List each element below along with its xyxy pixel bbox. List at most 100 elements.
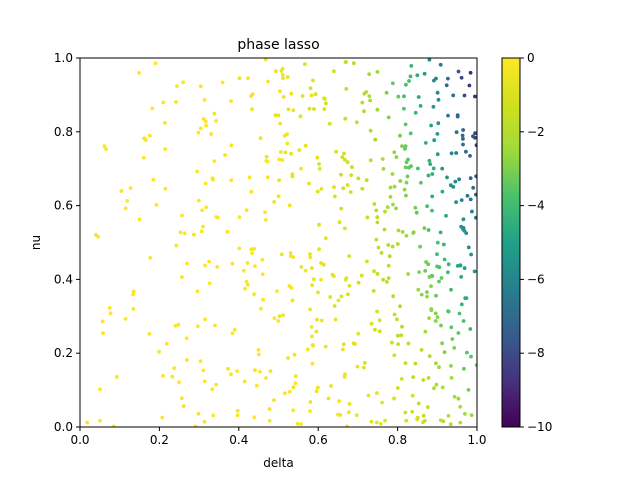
- colorbar: [501, 57, 521, 428]
- data-point: [250, 92, 255, 97]
- data-point: [278, 150, 283, 154]
- data-point: [258, 136, 263, 141]
- data-point: [291, 385, 296, 389]
- data-point: [170, 374, 175, 379]
- data-point: [403, 361, 408, 365]
- data-point: [281, 76, 285, 81]
- data-point: [229, 143, 234, 148]
- data-point: [354, 413, 359, 417]
- data-point: [150, 106, 155, 111]
- data-point: [198, 359, 203, 364]
- data-point: [307, 181, 311, 186]
- data-point: [459, 275, 464, 279]
- data-point: [332, 185, 336, 190]
- data-point: [315, 385, 320, 390]
- data-point: [403, 410, 408, 415]
- data-point: [196, 130, 201, 135]
- data-point: [259, 306, 263, 311]
- data-point: [192, 232, 196, 237]
- data-point: [404, 193, 408, 198]
- data-point: [184, 358, 189, 362]
- data-point: [377, 329, 382, 334]
- data-point: [283, 391, 287, 396]
- data-point: [413, 361, 418, 366]
- x-tick-label: 0.4: [229, 433, 248, 447]
- data-point: [287, 389, 292, 394]
- data-point: [383, 209, 387, 214]
- data-point: [176, 322, 181, 327]
- data-point: [317, 162, 321, 166]
- data-point: [374, 237, 379, 242]
- data-point: [415, 417, 419, 422]
- data-point: [388, 195, 393, 199]
- data-point: [446, 113, 450, 118]
- data-point: [299, 422, 303, 426]
- y-axis-label: nu: [29, 235, 43, 250]
- data-point: [195, 324, 200, 329]
- data-point: [280, 66, 285, 71]
- data-point: [402, 187, 407, 192]
- data-point: [346, 292, 350, 297]
- data-point: [201, 224, 205, 229]
- data-point: [438, 62, 443, 67]
- data-point: [141, 155, 146, 160]
- data-point: [299, 166, 303, 171]
- data-point: [181, 80, 186, 85]
- data-point: [316, 290, 320, 295]
- data-point: [369, 419, 374, 424]
- data-point: [449, 364, 453, 368]
- data-point: [312, 107, 316, 111]
- data-point: [258, 369, 262, 374]
- data-point: [261, 297, 265, 302]
- data-point: [371, 289, 376, 293]
- data-point: [193, 424, 198, 427]
- data-point: [426, 376, 431, 380]
- data-point: [229, 99, 234, 103]
- data-point: [293, 374, 298, 379]
- data-point: [362, 361, 367, 365]
- data-point: [425, 204, 429, 209]
- data-point: [339, 206, 344, 211]
- data-point: [398, 133, 402, 138]
- data-point: [212, 159, 217, 164]
- data-point: [196, 411, 201, 416]
- data-point: [310, 283, 314, 287]
- data-point: [402, 94, 406, 99]
- data-point: [355, 364, 360, 369]
- data-point: [202, 419, 207, 424]
- data-point: [422, 226, 427, 231]
- data-point: [202, 98, 207, 102]
- data-point: [214, 382, 219, 387]
- data-point: [308, 307, 312, 312]
- data-point: [452, 346, 457, 350]
- data-point: [432, 386, 436, 391]
- data-point: [372, 202, 377, 206]
- y-tick-label: 0.2: [54, 346, 73, 360]
- data-point: [440, 341, 444, 346]
- data-point: [468, 176, 473, 181]
- data-point: [220, 80, 225, 85]
- data-point: [444, 83, 449, 88]
- data-point: [308, 400, 313, 404]
- data-point: [96, 234, 100, 239]
- data-point: [348, 190, 353, 194]
- data-point: [419, 180, 423, 185]
- data-point: [172, 366, 177, 371]
- data-point: [273, 113, 278, 118]
- data-point: [373, 137, 378, 142]
- data-point: [283, 150, 288, 155]
- data-point: [142, 136, 147, 141]
- data-point: [319, 261, 323, 265]
- data-point: [419, 348, 424, 352]
- data-point: [390, 244, 395, 249]
- data-point: [280, 158, 285, 163]
- data-point: [153, 61, 158, 66]
- data-point: [427, 58, 432, 62]
- data-point: [249, 189, 254, 194]
- data-point: [434, 76, 438, 81]
- data-point: [439, 323, 443, 328]
- data-point: [471, 134, 475, 139]
- data-point: [418, 244, 422, 249]
- data-point: [422, 71, 427, 76]
- data-point: [276, 113, 281, 118]
